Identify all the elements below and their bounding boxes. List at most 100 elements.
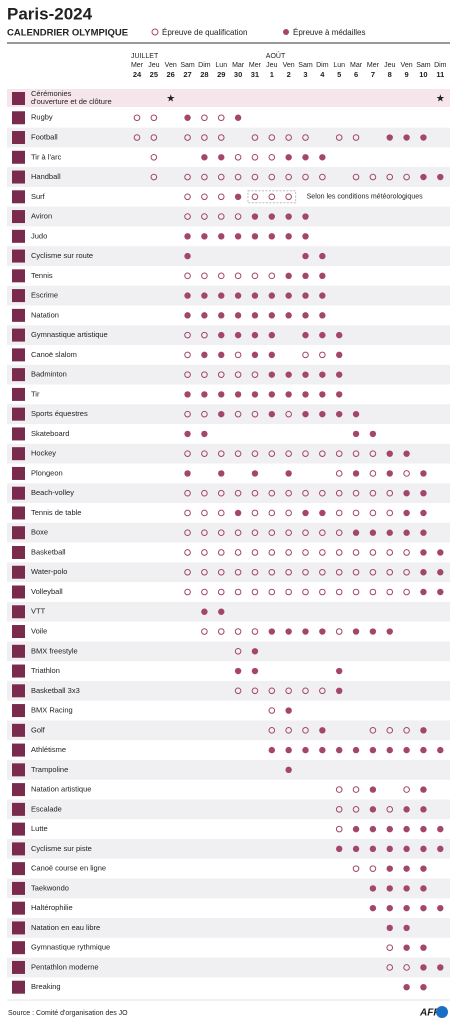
icon	[12, 210, 25, 224]
qualification-mark	[234, 410, 242, 418]
medal-mark	[369, 885, 377, 892]
medal-mark	[386, 746, 393, 754]
weekday: Jeu	[148, 62, 159, 69]
day: 3	[303, 70, 307, 79]
icon	[12, 585, 25, 599]
row-band	[7, 364, 450, 385]
medal-mark	[251, 470, 259, 477]
medal-mark	[352, 410, 360, 418]
qualification-mark	[201, 529, 208, 537]
medal-mark	[403, 885, 410, 892]
medal-mark	[218, 331, 225, 339]
qualification-mark	[403, 568, 410, 576]
medal-mark	[285, 154, 292, 161]
medal-mark	[251, 233, 259, 240]
icon	[12, 723, 25, 737]
qualification-mark	[319, 351, 326, 359]
qualification-mark	[335, 529, 343, 537]
qualification-mark	[184, 213, 191, 220]
medal-mark	[386, 825, 393, 833]
qualification-mark	[268, 549, 276, 556]
qualification-mark	[217, 450, 225, 457]
qualification-mark	[386, 173, 394, 181]
qualification-mark	[234, 489, 242, 497]
row-label: Gymnastique artistique	[31, 330, 108, 339]
day: 28	[200, 70, 208, 79]
medal-mark	[184, 391, 191, 398]
icon	[12, 664, 25, 678]
weekday: Dim	[434, 62, 447, 69]
medal-mark	[285, 628, 292, 635]
weekday: Ven	[165, 62, 177, 69]
qualification-mark	[201, 213, 208, 220]
medal-mark	[336, 687, 343, 694]
qualification-mark	[302, 450, 309, 457]
icon	[12, 427, 25, 441]
qualification-mark	[302, 549, 309, 556]
icon	[12, 862, 25, 876]
qualification-mark	[319, 588, 326, 596]
qualification-mark	[184, 193, 191, 201]
qualification-mark	[217, 114, 225, 122]
weekday: Sam	[180, 62, 195, 69]
qualification-mark	[251, 371, 259, 378]
qualification-mark	[201, 509, 208, 517]
medal-mark	[319, 252, 326, 260]
qualification-mark	[268, 588, 276, 596]
day: 25	[150, 70, 158, 79]
medal-mark	[319, 628, 326, 635]
medal-mark	[420, 569, 427, 576]
qualification-mark	[217, 489, 225, 497]
icon	[12, 387, 25, 401]
medal-mark	[234, 233, 242, 240]
qualification-mark	[335, 134, 343, 141]
icon	[12, 783, 25, 797]
medal-mark	[251, 391, 259, 398]
icon	[12, 980, 25, 994]
row-band	[7, 601, 450, 622]
weekday: Jeu	[266, 62, 277, 69]
qualification-mark	[184, 410, 191, 418]
qualification-mark	[234, 371, 242, 378]
medal-mark	[218, 312, 225, 319]
qualification-mark	[369, 549, 377, 556]
row-band	[7, 680, 450, 701]
qualification-mark	[234, 213, 242, 220]
qualification-mark	[184, 509, 191, 517]
qualification-mark	[386, 806, 394, 813]
qualification-mark	[251, 509, 259, 517]
medal-mark	[352, 825, 360, 833]
medal-mark	[420, 727, 427, 734]
qualification-mark	[268, 489, 276, 497]
icon	[12, 743, 25, 757]
qualification-mark	[285, 687, 292, 695]
row-band	[7, 285, 450, 306]
qualification-mark	[369, 450, 377, 457]
qualification-mark	[369, 727, 377, 734]
row-band	[7, 839, 450, 859]
medal-mark	[201, 154, 208, 161]
qualification-mark	[335, 628, 343, 635]
medal-mark	[420, 509, 427, 517]
medal-mark	[420, 746, 427, 754]
qualification-mark	[319, 549, 326, 556]
row-label: Cyclisme sur route	[31, 251, 93, 260]
row-label: Water-polo	[31, 567, 67, 576]
medal-mark	[420, 845, 427, 853]
row-label: Beach-volley	[31, 488, 74, 497]
row-label: Cérémonies d'ouverture et de clôture	[31, 89, 112, 106]
qualification-mark	[302, 727, 309, 734]
medal-mark	[386, 134, 393, 141]
qualification-mark	[268, 509, 276, 517]
medal-mark	[437, 588, 444, 596]
medal-mark	[218, 410, 225, 418]
day: 10	[419, 70, 427, 79]
row-label: Athlétisme	[31, 745, 66, 754]
medal-mark	[420, 806, 427, 813]
qualification-mark	[335, 806, 343, 813]
icon	[12, 131, 25, 145]
qualification-mark	[285, 450, 292, 457]
qualification-mark	[268, 529, 276, 537]
qualification-mark	[369, 489, 377, 497]
